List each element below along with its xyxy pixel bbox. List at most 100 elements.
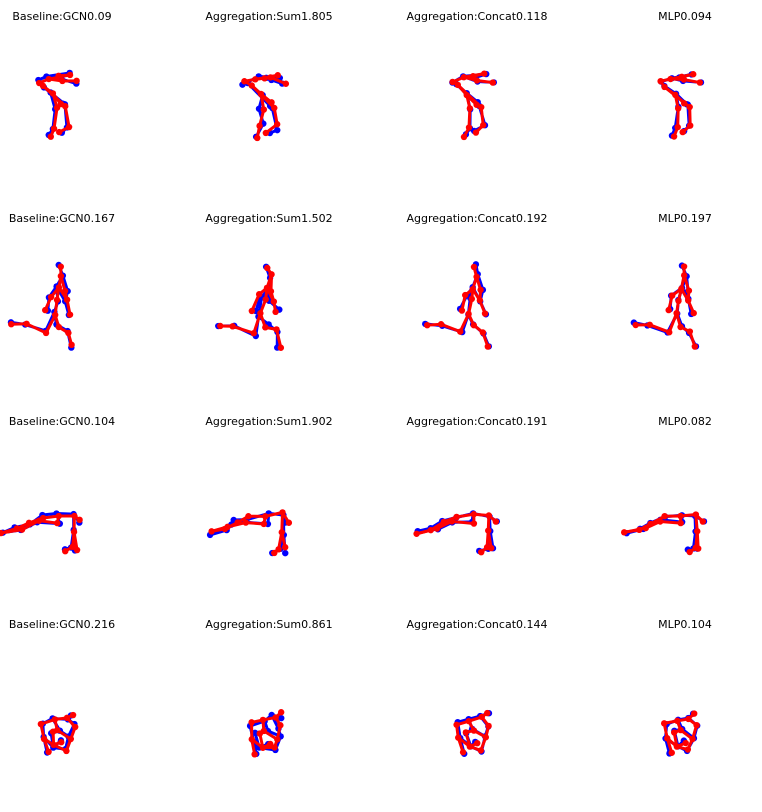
prediction-joint	[249, 308, 255, 314]
prediction-joint	[272, 714, 278, 720]
pose-skeleton	[585, 34, 762, 204]
prediction-joint	[26, 520, 32, 526]
prediction-joint	[58, 263, 64, 269]
prediction-joint	[672, 92, 678, 98]
prediction-joint	[669, 292, 675, 298]
panel-r1-c3: MLP0.197	[585, 212, 762, 402]
prediction-joint	[482, 310, 488, 316]
prediction-bone	[27, 324, 46, 333]
prediction-joint	[260, 717, 266, 723]
prediction-joint	[686, 549, 692, 555]
prediction-joint	[462, 292, 468, 298]
pose-skeleton	[0, 34, 162, 204]
prediction-joint	[283, 81, 289, 87]
prediction-joint	[681, 272, 687, 278]
panel-r0-c2: Aggregation:Concat0.118	[377, 10, 577, 200]
prediction-joint	[277, 722, 283, 728]
panel-r1-c0: Baseline:GCN0.167	[0, 212, 162, 402]
prediction-joint	[273, 326, 279, 332]
prediction-joint	[254, 135, 260, 141]
pose-skeleton	[169, 439, 369, 609]
prediction-joint	[461, 134, 467, 140]
prediction-joint	[268, 99, 274, 105]
prediction-joint	[449, 518, 455, 524]
pose-skeleton	[585, 642, 762, 812]
prediction-joint	[262, 513, 268, 519]
prediction-joint	[459, 307, 465, 313]
prediction-bone	[233, 326, 254, 333]
prediction-joint	[275, 72, 281, 78]
prediction-joint	[59, 78, 65, 84]
prediction-joint	[62, 288, 68, 294]
panel-title: Aggregation:Sum0.861	[169, 618, 369, 632]
prediction-joint	[685, 746, 691, 752]
prediction-joint	[481, 70, 487, 76]
prediction-joint	[8, 321, 14, 327]
panel-r3-c1: Aggregation:Sum0.861	[169, 618, 369, 808]
prediction-joint	[478, 747, 484, 753]
prediction-joint	[63, 748, 69, 754]
prediction-joint	[54, 104, 60, 110]
prediction-joint	[71, 513, 77, 519]
panel-title: Baseline:GCN0.09	[0, 10, 162, 24]
prediction-joint	[43, 330, 49, 336]
prediction-joint	[453, 514, 459, 520]
prediction-joint	[245, 513, 251, 519]
ground-truth-joint	[282, 550, 288, 556]
pose-skeleton	[377, 34, 577, 204]
prediction-joint	[480, 329, 486, 335]
prediction-joint	[428, 527, 434, 533]
prediction-joint	[41, 736, 47, 742]
prediction-joint	[478, 549, 484, 555]
prediction-joint	[274, 736, 280, 742]
prediction-joint	[262, 324, 268, 330]
prediction-joint	[38, 721, 44, 727]
prediction-joint	[52, 312, 58, 318]
prediction-joint	[673, 310, 679, 316]
prediction-joint	[54, 297, 60, 303]
prediction-joint	[674, 743, 680, 749]
prediction-joint	[278, 345, 284, 351]
prediction-joint	[272, 309, 278, 315]
prediction-joint	[278, 709, 284, 715]
prediction-joint	[695, 545, 701, 551]
prediction-joint	[65, 330, 71, 336]
prediction-joint	[697, 79, 703, 85]
prediction-joint	[460, 749, 466, 755]
prediction-joint	[678, 286, 684, 292]
pose-skeleton	[169, 642, 369, 812]
panel-r2-c1: Aggregation:Sum1.902	[169, 415, 369, 605]
prediction-joint	[677, 727, 683, 733]
panel-r1-c2: Aggregation:Concat0.192	[377, 212, 577, 402]
prediction-joint	[62, 548, 68, 554]
prediction-joint	[72, 724, 78, 730]
prediction-joint	[679, 74, 685, 80]
prediction-joint	[251, 751, 257, 757]
prediction-joint	[689, 736, 695, 742]
prediction-joint	[467, 743, 473, 749]
prediction-joint	[257, 310, 263, 316]
prediction-joint	[73, 78, 79, 84]
prediction-joint	[464, 92, 470, 98]
prediction-joint	[413, 531, 419, 537]
prediction-joint	[636, 527, 642, 533]
prediction-joint	[48, 133, 54, 139]
prediction-joint	[64, 715, 70, 721]
prediction-joint	[282, 544, 288, 550]
prediction-joint	[694, 528, 700, 534]
prediction-joint	[234, 519, 240, 525]
prediction-joint	[264, 265, 270, 271]
panel-r3-c3: MLP0.104	[585, 618, 762, 808]
prediction-joint	[674, 718, 680, 724]
prediction-joint	[467, 105, 473, 111]
prediction-joint	[693, 511, 699, 517]
prediction-joint	[488, 545, 494, 551]
prediction-joint	[677, 324, 683, 330]
prediction-joint	[682, 740, 688, 746]
prediction-joint	[251, 330, 257, 336]
prediction-joint	[70, 712, 76, 718]
prediction-joint	[55, 73, 61, 79]
prediction-joint	[434, 525, 440, 531]
prediction-joint	[56, 324, 62, 330]
prediction-joint	[691, 310, 697, 316]
